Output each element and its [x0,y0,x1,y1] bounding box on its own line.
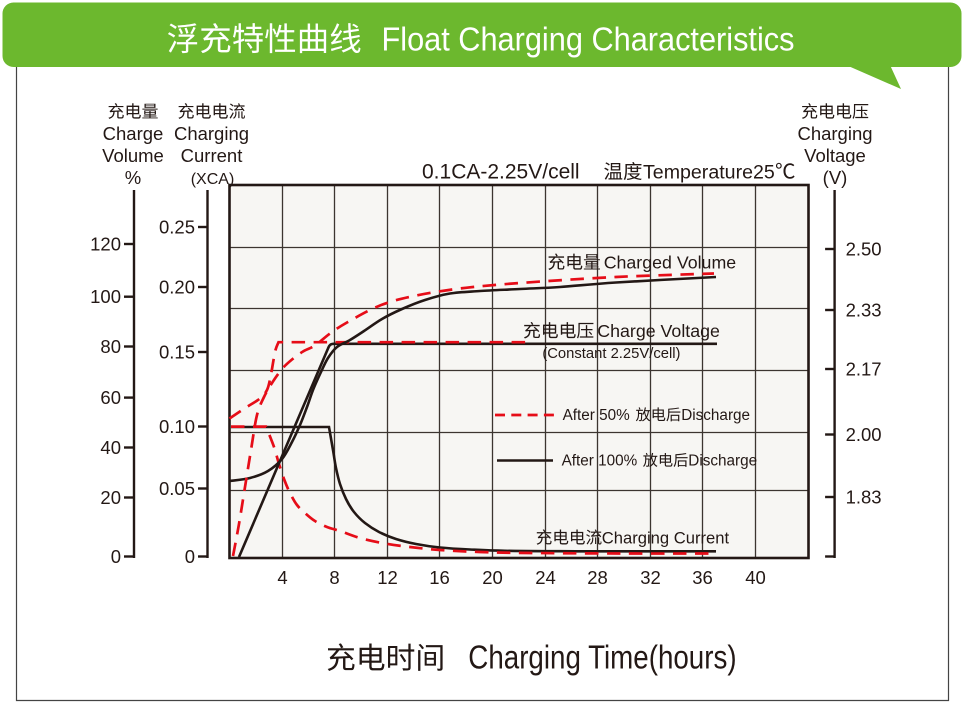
svg-text:40: 40 [745,567,766,588]
svg-text:After 100%: After 100% [562,453,638,470]
svg-text:0.1CA-2.25V/cell: 0.1CA-2.25V/cell [422,161,580,184]
svg-text:(V): (V) [823,167,848,188]
svg-text:Charge: Charge [103,123,164,144]
svg-text:Charging Current: Charging Current [602,528,730,547]
svg-text:Charging: Charging [174,123,249,144]
svg-text:(Constant 2.25V/cell): (Constant 2.25V/cell) [542,346,680,362]
svg-text:0.15: 0.15 [159,341,195,362]
svg-text:%: % [125,167,141,188]
svg-text:0.20: 0.20 [159,276,195,297]
svg-text:After 50%: After 50% [563,407,631,424]
svg-text:2.33: 2.33 [846,299,882,320]
svg-text:80: 80 [100,336,121,357]
svg-text:Discharge: Discharge [688,453,757,470]
svg-text:0.05: 0.05 [159,478,195,499]
svg-text:28: 28 [587,567,608,588]
svg-text:0.25: 0.25 [159,216,195,237]
svg-text:16: 16 [429,567,450,588]
svg-text:32: 32 [640,567,661,588]
svg-text:Temperature25: Temperature25 [643,162,775,184]
svg-text:20: 20 [482,567,503,588]
svg-text:Discharge: Discharge [681,407,750,424]
svg-text:4: 4 [277,567,287,588]
svg-text:120: 120 [90,233,121,254]
svg-text:2.00: 2.00 [846,424,882,445]
svg-text:2.17: 2.17 [846,358,882,379]
svg-text:20: 20 [100,487,121,508]
svg-text:0: 0 [111,546,121,567]
svg-text:40: 40 [100,437,121,458]
svg-text:Volume: Volume [102,145,164,166]
svg-text:Current: Current [181,145,243,166]
svg-text:0.10: 0.10 [159,416,195,437]
svg-text:8: 8 [329,567,339,588]
svg-text:Charged Volume: Charged Volume [604,253,737,273]
svg-text:Float Charging Characteristics: Float Charging Characteristics [382,21,795,58]
svg-text:0: 0 [185,546,195,567]
svg-text:100: 100 [90,286,121,307]
svg-text:36: 36 [692,567,713,588]
svg-text:24: 24 [535,567,556,588]
svg-text:60: 60 [100,387,121,408]
svg-text:Charge Voltage: Charge Voltage [597,321,720,341]
svg-text:2.50: 2.50 [846,238,882,259]
svg-text:(XCA): (XCA) [191,171,235,188]
svg-text:Charging: Charging [797,123,872,144]
svg-text:12: 12 [377,567,398,588]
svg-text:Charging Time(hours): Charging Time(hours) [468,640,736,677]
svg-text:Voltage: Voltage [804,145,866,166]
svg-text:1.83: 1.83 [846,486,882,507]
